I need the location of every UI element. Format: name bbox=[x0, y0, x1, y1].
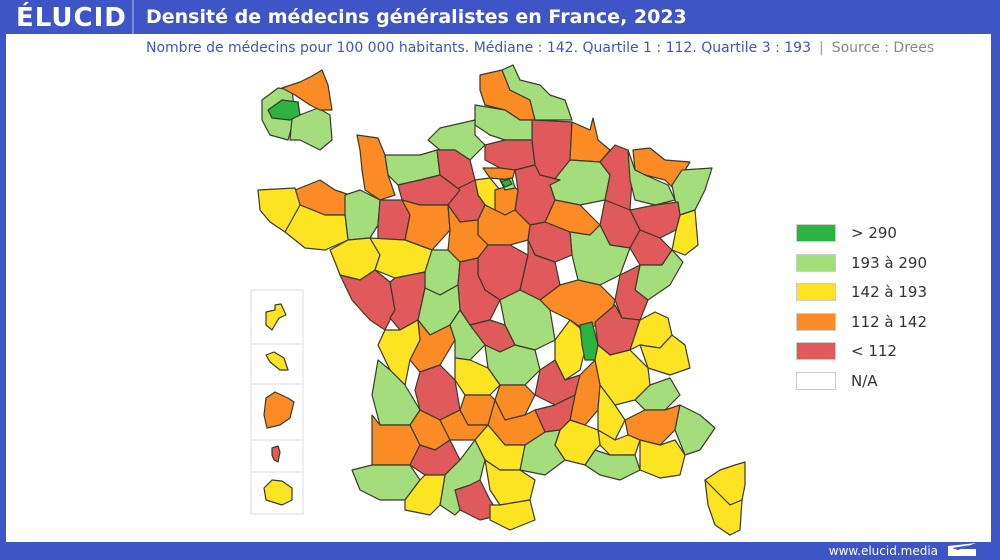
region-hautes-pyrenees[interactable] bbox=[404, 474, 446, 516]
legend-label: < 112 bbox=[851, 342, 897, 360]
legend-swatch bbox=[796, 371, 836, 390]
region-paris[interactable] bbox=[500, 178, 513, 188]
legend-label: N/A bbox=[851, 371, 878, 390]
legend-swatch bbox=[796, 342, 836, 360]
subtitle: Nombre de médecins pour 100 000 habitant… bbox=[146, 39, 934, 57]
region-vendee[interactable] bbox=[339, 269, 396, 331]
inset-idf-north[interactable] bbox=[281, 69, 333, 111]
legend-swatch bbox=[796, 283, 836, 301]
region-oise[interactable] bbox=[484, 139, 536, 171]
legend-label: 112 à 142 bbox=[851, 312, 927, 331]
region-guadeloupe[interactable] bbox=[265, 303, 287, 331]
region-jura[interactable] bbox=[614, 264, 649, 321]
region-alpes-maritimes[interactable] bbox=[674, 404, 716, 456]
corsica bbox=[704, 461, 746, 536]
header-bar bbox=[0, 0, 1000, 34]
legend-swatch bbox=[796, 312, 836, 331]
mainland-departments bbox=[257, 64, 716, 531]
region-correze[interactable] bbox=[454, 357, 501, 396]
subtitle-text: Nombre de médecins pour 100 000 habitant… bbox=[146, 40, 811, 56]
elucid-logo: ÉLUCID bbox=[16, 3, 127, 33]
legend-label: 193 à 290 bbox=[851, 253, 927, 272]
legend-label: > 290 bbox=[851, 224, 897, 242]
inset-paris[interactable] bbox=[267, 99, 301, 121]
region-nord[interactable] bbox=[501, 64, 573, 121]
region-cote-dor[interactable] bbox=[569, 224, 631, 286]
region-martinique[interactable] bbox=[265, 351, 289, 371]
region-reunion[interactable] bbox=[263, 479, 293, 506]
subtitle-separator: | bbox=[819, 40, 824, 56]
region-corse-du-sud[interactable] bbox=[704, 479, 743, 536]
page-title: Densité de médecins généralistes en Fran… bbox=[146, 6, 687, 28]
region-mayotte[interactable] bbox=[271, 445, 281, 463]
region-var[interactable] bbox=[639, 439, 686, 479]
region-bouches-du-rhone[interactable] bbox=[584, 449, 641, 481]
region-sarthe[interactable] bbox=[401, 199, 451, 251]
header-divider bbox=[132, 0, 134, 34]
overseas-insets bbox=[250, 289, 304, 515]
region-ardennes[interactable] bbox=[569, 117, 611, 163]
region-vaucluse[interactable] bbox=[597, 429, 641, 456]
idf-inset bbox=[261, 69, 333, 151]
region-val-doise[interactable] bbox=[482, 167, 516, 181]
legend-label: 142 à 193 bbox=[851, 283, 927, 301]
legend-swatch bbox=[796, 224, 836, 242]
region-guyane[interactable] bbox=[263, 391, 295, 429]
legend-swatch bbox=[796, 253, 836, 272]
region-manche[interactable] bbox=[356, 134, 396, 201]
footer-bar bbox=[0, 542, 1000, 560]
region-savoie[interactable] bbox=[639, 334, 691, 376]
source-text: Source : Drees bbox=[831, 40, 935, 56]
region-ille-et-vilaine[interactable] bbox=[344, 189, 381, 241]
region-aude[interactable] bbox=[484, 459, 536, 506]
region-morbihan[interactable] bbox=[284, 204, 349, 251]
elucid-flag-icon bbox=[948, 543, 976, 556]
website-link[interactable]: www.elucid.media bbox=[828, 544, 938, 558]
region-pyrenees-orientales[interactable] bbox=[489, 499, 536, 531]
inset-box-martinique bbox=[250, 343, 304, 385]
